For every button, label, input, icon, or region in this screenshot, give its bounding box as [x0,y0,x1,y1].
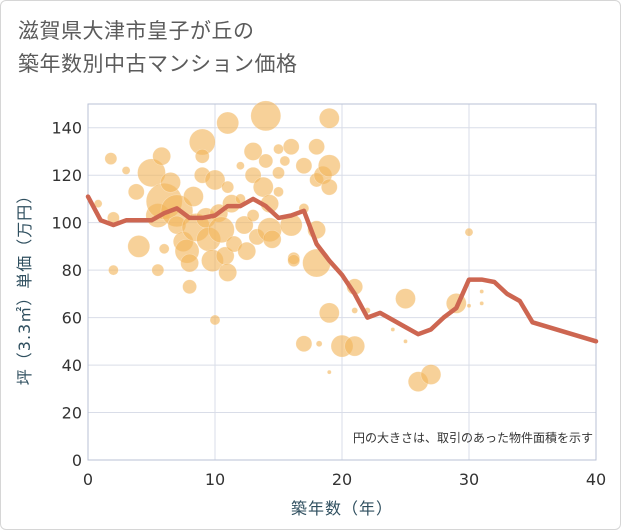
chart-title: 滋賀県大津市皇子が丘の 築年数別中古マンション価格 [18,15,298,81]
bubble-point [279,155,291,167]
bubble-point [183,186,204,207]
bubble-point [151,263,165,277]
bubble-layer [93,100,485,392]
x-axis-label: 築年数（年） [291,499,393,518]
bubble-point [234,215,254,235]
bubble-point [479,301,485,306]
bubble-point [317,154,341,178]
bubble-point [108,264,119,276]
bubble-point [295,157,313,175]
y-tick-label: 140 [51,119,82,138]
bubble-point [246,209,260,222]
x-tick-labels: 0 10 20 30 40 [83,470,606,489]
bubble-point [216,111,239,135]
bubble-point [236,161,245,171]
bubble-point [315,340,323,348]
x-tick-label: 0 [83,470,93,489]
y-tick-label: 60 [62,309,82,328]
bubble-point [258,153,274,169]
bubble-point [403,339,408,344]
bubble-point [127,183,145,201]
bubble-point [152,146,171,166]
bubble-point [195,148,210,164]
bubble-point [158,243,170,255]
bubble-point [479,289,485,294]
chart-title-line-2: 築年数別中古マンション価格 [18,52,298,76]
bubble-point [209,314,221,326]
x-tick-label: 10 [205,470,225,489]
bubble-point [344,335,366,357]
grid-lines [88,104,596,461]
y-tick-label: 100 [51,214,82,233]
bubble-point [208,216,235,244]
chart-title-line-1: 滋賀県大津市皇子が丘の [18,19,255,43]
bubble-point [182,279,197,295]
bubble-point [250,100,282,132]
bubble-point [160,172,181,193]
bubble-point [237,241,257,261]
bubble-point [243,142,263,161]
bubble-point [104,152,118,165]
y-tick-label: 120 [51,166,82,185]
x-tick-label: 30 [459,470,479,489]
bubble-point [287,254,301,267]
bubble-point [180,253,199,273]
x-tick-label: 40 [586,470,606,489]
x-tick-label: 20 [332,470,352,489]
y-axis-label: 坪（3.3㎡）単価（万円） [15,187,34,385]
bubble-point [204,169,226,191]
bubble-point [420,364,442,385]
bubble-point [295,335,313,353]
bubble-point [273,143,284,155]
bubble-point [326,369,332,375]
bubble-point [272,166,285,180]
y-tick-label: 80 [62,261,82,280]
average-price-line [85,194,599,344]
bubble-point [221,180,234,194]
bubble-point [273,186,284,198]
bubble-point [390,327,396,332]
y-tick-label: 20 [62,404,82,423]
bubble-point [308,138,325,156]
y-tick-label: 40 [62,356,82,375]
bubble-point [320,178,338,196]
bubble-point [466,303,472,309]
bubble-point [127,235,151,258]
bubble-point [218,263,237,282]
y-tick-labels: 0 20 40 60 80 100 120 140 [51,119,82,470]
bubble-point [252,176,274,198]
bubble-point [464,227,474,237]
bubble-point [137,158,166,188]
bubble-point [121,166,131,175]
size-annotation: 円の大きさは、取引のあった物件面積を示す [353,430,593,445]
bubble-point [351,307,359,314]
plot-area [87,103,597,461]
bubble-point [282,138,300,156]
bubble-point [262,229,282,249]
bubble-point [395,288,416,309]
trend-line-layer [85,194,599,344]
bubble-point [318,302,340,324]
y-tick-label: 0 [72,451,82,470]
bubble-point [318,107,340,129]
